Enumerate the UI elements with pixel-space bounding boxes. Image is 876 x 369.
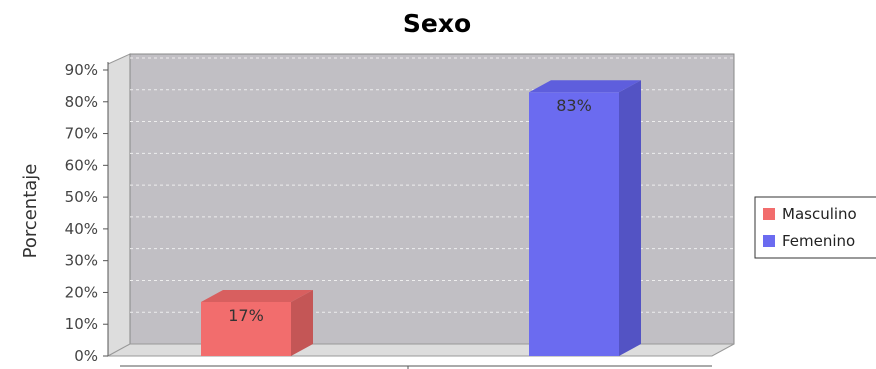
bar-side-masculino [291, 289, 313, 356]
y-tick-label: 20% [65, 283, 98, 301]
bar-top-femenino [529, 80, 641, 93]
bar-top-masculino [201, 289, 313, 302]
y-tick-label: 0% [74, 347, 98, 365]
bars: 17% 83% [201, 80, 641, 356]
bar-side-femenino [619, 80, 641, 356]
y-tick-label: 40% [65, 220, 98, 238]
legend-label-masculino: Masculino [782, 205, 857, 223]
data-label-femenino: 83% [556, 96, 592, 115]
legend-swatch-femenino [763, 235, 775, 247]
grid-lines [130, 57, 734, 313]
y-tick-label: 10% [65, 315, 98, 333]
data-label-masculino: 17% [228, 306, 264, 325]
y-tick-label: 90% [65, 61, 98, 79]
legend-swatch-masculino [763, 208, 775, 220]
bar-masculino [201, 301, 291, 356]
legend: Masculino Femenino [754, 196, 876, 259]
bar-femenino [529, 92, 619, 356]
y-tick-label: 60% [65, 156, 98, 174]
y-tick-label: 30% [65, 252, 98, 270]
y-tick-label: 70% [65, 125, 98, 143]
y-tick-label: 50% [65, 188, 98, 206]
legend-label-femenino: Femenino [782, 232, 855, 250]
plot-side-wall [107, 53, 131, 357]
y-axis: 0% 10% 20% 30% 40% 50% 60% 70% 80% 90% [65, 61, 108, 365]
chart-title: Sexo [403, 9, 471, 38]
legend-box [754, 196, 876, 259]
y-tick-label: 80% [65, 93, 98, 111]
y-axis-label: Porcentaje [20, 164, 41, 259]
